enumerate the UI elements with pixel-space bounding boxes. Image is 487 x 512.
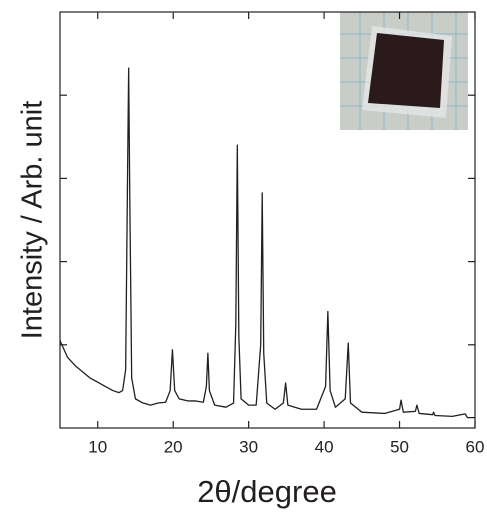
- x-tick-label: 50: [390, 437, 409, 456]
- data-line: [59, 67, 475, 419]
- x-tick-label: 30: [239, 437, 258, 456]
- plot-frame: [59, 11, 476, 429]
- x-axis-label: 2θ/degree: [197, 474, 337, 509]
- x-tick-label: 10: [88, 437, 107, 456]
- x-tick-label: 20: [164, 437, 183, 456]
- inset-photo: [340, 12, 468, 130]
- x-tick-label: 60: [466, 437, 485, 456]
- x-tick-label: 40: [315, 437, 334, 456]
- y-axis-label: Intensity / Arb. unit: [17, 101, 49, 340]
